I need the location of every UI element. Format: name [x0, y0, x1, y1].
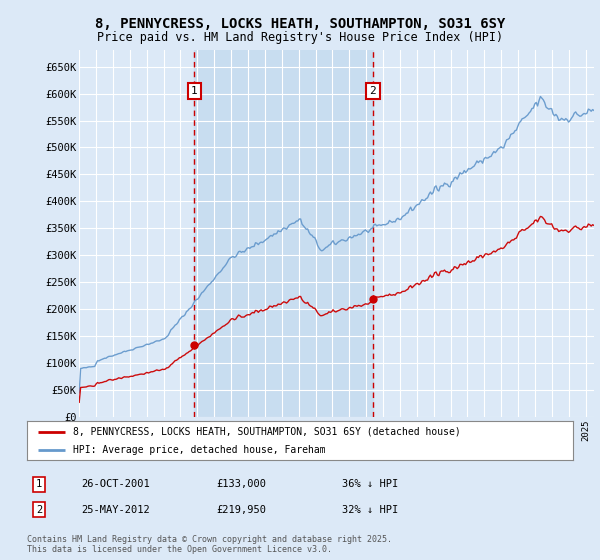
Text: 8, PENNYCRESS, LOCKS HEATH, SOUTHAMPTON, SO31 6SY (detached house): 8, PENNYCRESS, LOCKS HEATH, SOUTHAMPTON,… — [73, 427, 461, 437]
Text: 25-MAY-2012: 25-MAY-2012 — [81, 505, 150, 515]
Text: 8, PENNYCRESS, LOCKS HEATH, SOUTHAMPTON, SO31 6SY: 8, PENNYCRESS, LOCKS HEATH, SOUTHAMPTON,… — [95, 17, 505, 31]
Text: Contains HM Land Registry data © Crown copyright and database right 2025.
This d: Contains HM Land Registry data © Crown c… — [27, 535, 392, 554]
Text: 36% ↓ HPI: 36% ↓ HPI — [342, 479, 398, 489]
Text: 2: 2 — [36, 505, 42, 515]
Text: £133,000: £133,000 — [216, 479, 266, 489]
Text: £219,950: £219,950 — [216, 505, 266, 515]
Bar — [194, 50, 373, 417]
Text: Price paid vs. HM Land Registry's House Price Index (HPI): Price paid vs. HM Land Registry's House … — [97, 31, 503, 44]
Text: HPI: Average price, detached house, Fareham: HPI: Average price, detached house, Fare… — [73, 445, 326, 455]
Text: 2: 2 — [370, 86, 376, 96]
Text: 32% ↓ HPI: 32% ↓ HPI — [342, 505, 398, 515]
Text: 26-OCT-2001: 26-OCT-2001 — [81, 479, 150, 489]
Text: 1: 1 — [36, 479, 42, 489]
Text: 1: 1 — [191, 86, 197, 96]
